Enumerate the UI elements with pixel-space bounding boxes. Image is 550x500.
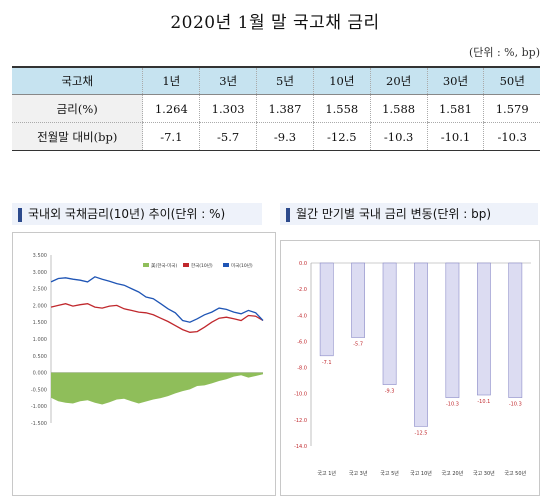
x-tick-label: 국고 10년: [410, 470, 432, 477]
left-panel-title: 국내외 국채금리(10년) 추이(단위 : %): [28, 207, 226, 221]
x-tick-label: 국고 20년: [442, 470, 464, 477]
table-cell: -12.5: [312, 122, 371, 151]
bar-chart-panel: 0.0 -2.0 -4.0 -6.0 -8.0 -10.0 -12.0 -14.0 -7.1 국고…: [280, 240, 540, 496]
x-tick-label: 국고 5년: [380, 470, 399, 477]
y-tick-label: -6.0: [297, 339, 307, 345]
column-header: 5년: [256, 66, 314, 95]
y-tick-label: 0.500: [33, 354, 47, 360]
right-panel-header: 월간 만기별 국내 금리 변동(단위 : bp): [280, 203, 538, 225]
series-area: [51, 372, 263, 405]
y-tick-label: 3.500: [33, 253, 47, 259]
y-tick-label: -0.500: [31, 387, 47, 393]
data-label: -5.7: [353, 342, 363, 348]
page-title: 2020년 1월 말 국고채 금리: [170, 13, 380, 33]
y-tick-label: 0.0: [299, 261, 307, 267]
unit-note: (단위 : %, bp): [468, 46, 540, 59]
left-panel-header: 국내외 국채금리(10년) 추이(단위 : %): [12, 203, 262, 225]
header-accent-bar: [18, 207, 22, 222]
series-line: [50, 303, 264, 333]
x-tick-label: 국고 50년: [504, 470, 526, 477]
bar: [414, 262, 428, 427]
bar: [445, 262, 460, 398]
x-tick-label: 국고 1년: [317, 470, 336, 477]
bar: [351, 262, 365, 338]
column-header: 20년: [369, 66, 428, 95]
bar: [382, 262, 397, 385]
legend-swatch: [143, 263, 149, 267]
legend-label: 美(한국-미국): [151, 262, 177, 269]
header-label: 국고채: [12, 66, 143, 95]
y-tick-label: -1.000: [31, 404, 47, 410]
line-chart-panel: 3.500 3.000 2.500 2.000 1.500 1.000 0.500 0.000…: [12, 232, 276, 496]
y-tick-label: 2.500: [33, 287, 47, 293]
bar: [508, 262, 523, 398]
table-cell: -5.7: [199, 122, 257, 151]
data-label: -12.5: [415, 430, 428, 436]
table-cell: 1.387: [256, 94, 314, 123]
legend-label: 한국(10년): [191, 262, 213, 269]
y-tick-label: -10.0: [294, 392, 307, 398]
table-cell: -10.3: [483, 122, 540, 151]
y-tick-label: 2.000: [33, 303, 47, 309]
x-tick-label: 국고 3년: [349, 470, 368, 477]
y-tick-label: -2.0: [297, 287, 307, 293]
column-header: 3년: [199, 66, 257, 95]
row-label: 전월말 대비(bp): [12, 122, 143, 151]
table-row: 전월말 대비(bp) -7.1 -5.7 -9.3 -12.5 -10.3 -1…: [12, 122, 540, 151]
series-line: [50, 276, 264, 323]
header-accent-bar: [286, 207, 290, 222]
row-label: 금리(%): [12, 94, 143, 123]
column-header: 30년: [426, 66, 484, 95]
bar: [477, 262, 491, 396]
bar: [319, 262, 334, 357]
legend-swatch: [223, 263, 229, 267]
table-cell: 1.264: [142, 94, 200, 123]
legend-swatch: [183, 263, 189, 267]
data-label: -10.1: [477, 399, 490, 405]
x-tick-label: 국고 30년: [473, 470, 495, 477]
data-label: -10.3: [509, 402, 522, 408]
y-tick-label: 1.500: [33, 320, 47, 326]
table-cell: -10.3: [369, 122, 428, 151]
table-cell: 1.303: [199, 94, 257, 123]
data-label: -10.3: [446, 402, 459, 408]
rates-table: 국고채 1년 3년 5년 10년 20년 30년 50년 금리(%) 1.264…: [12, 66, 540, 151]
y-tick-label: 0.000: [33, 371, 47, 377]
table-header-row: 국고채 1년 3년 5년 10년 20년 30년 50년: [12, 66, 540, 95]
y-tick-label: -14.0: [294, 444, 307, 450]
table-cell: 1.581: [426, 94, 484, 123]
line-chart: 3.500 3.000 2.500 2.000 1.500 1.000 0.500 0.000…: [31, 253, 264, 427]
y-tick-label: -4.0: [297, 313, 307, 319]
right-panel-title: 월간 만기별 국내 금리 변동(단위 : bp): [296, 207, 492, 221]
table-cell: 1.588: [369, 94, 428, 123]
table-row: 금리(%) 1.264 1.303 1.387 1.558 1.588 1.58…: [12, 94, 540, 123]
y-tick-label: -12.0: [294, 418, 307, 424]
column-header: 1년: [142, 66, 200, 95]
table-cell: 1.579: [483, 94, 540, 123]
y-tick-label: 3.000: [33, 270, 47, 276]
column-header: 50년: [483, 66, 540, 95]
y-tick-label: 1.000: [33, 337, 47, 343]
column-header: 10년: [312, 66, 371, 95]
table-cell: -7.1: [142, 122, 200, 151]
y-tick-label: -8.0: [297, 366, 307, 372]
data-label: -9.3: [385, 389, 395, 395]
data-label: -7.1: [322, 360, 332, 366]
y-tick-label: -1.500: [31, 421, 47, 427]
table-cell: -10.1: [426, 122, 484, 151]
table-cell: 1.558: [312, 94, 371, 123]
bar-chart: 0.0 -2.0 -4.0 -6.0 -8.0 -10.0 -12.0 -14.0 -7.1 국고…: [294, 261, 531, 477]
legend-label: 미국(10년): [231, 262, 253, 269]
table-cell: -9.3: [256, 122, 314, 151]
